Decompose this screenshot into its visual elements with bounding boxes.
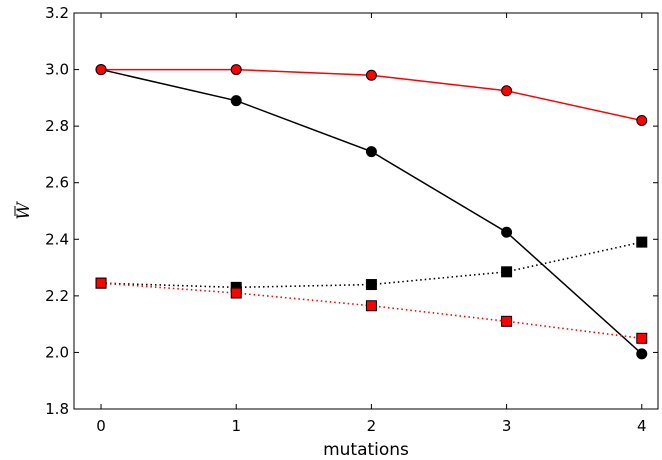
- series-4-point: [636, 332, 648, 344]
- series-4-point: [95, 277, 107, 289]
- plot-marks: [95, 64, 648, 360]
- series-2-point: [636, 114, 648, 126]
- x-tick-label: 1: [231, 417, 241, 435]
- series-2-point: [230, 64, 242, 76]
- y-tick-label: 2.6: [45, 174, 69, 192]
- series-2-point: [95, 64, 107, 76]
- y-tick-label: 2.4: [45, 230, 69, 248]
- x-tick-label: 2: [367, 417, 377, 435]
- series-1-point: [230, 95, 242, 107]
- y-axis-label: W: [14, 201, 34, 220]
- series-2-point: [365, 69, 377, 81]
- series-1-point: [365, 146, 377, 158]
- y-tick-label: 2.2: [45, 287, 69, 305]
- y-axis-label-group: W: [14, 201, 34, 220]
- x-tick-label: 4: [637, 417, 647, 435]
- y-tick-label: 3.0: [45, 61, 69, 79]
- series-4-point: [230, 287, 242, 299]
- x-tick-label: 3: [502, 417, 512, 435]
- series-3-point: [636, 236, 648, 248]
- plot-frame: [73, 12, 659, 410]
- series-1-point: [636, 348, 648, 360]
- series-3-point: [501, 266, 513, 278]
- x-axis-label: mutations: [323, 440, 409, 460]
- axis-ticks: 0 1 2 3 4 1.8 2.0 2.2 2.4 2.6 2.8 3.0 3.2: [45, 4, 658, 435]
- series-4-point: [365, 300, 377, 312]
- y-tick-label: 1.8: [45, 400, 69, 418]
- series-3-point: [365, 279, 377, 291]
- series-2-point: [501, 85, 513, 97]
- y-tick-label: 2.0: [45, 343, 69, 361]
- x-tick-label: 0: [96, 417, 106, 435]
- y-tick-label: 2.8: [45, 117, 69, 135]
- series-4-point: [501, 315, 513, 327]
- series-1-point: [501, 226, 513, 238]
- y-tick-label: 3.2: [45, 4, 69, 22]
